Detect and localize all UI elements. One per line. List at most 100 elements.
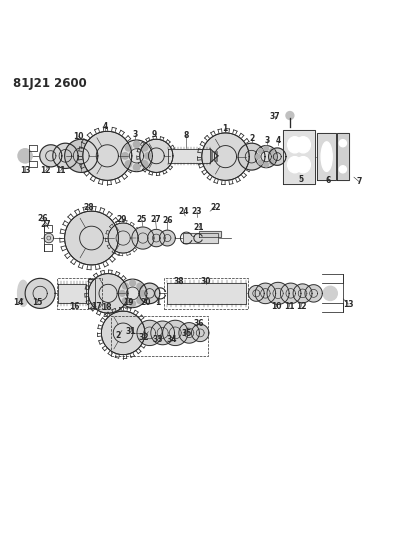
Circle shape: [118, 279, 147, 308]
Text: 2: 2: [249, 134, 255, 142]
Text: 5: 5: [298, 175, 304, 184]
Bar: [88, 279, 96, 308]
Circle shape: [64, 211, 118, 265]
Circle shape: [139, 138, 174, 174]
Bar: [199, 231, 221, 237]
Text: 23: 23: [192, 207, 202, 216]
Circle shape: [339, 140, 346, 147]
Bar: [111, 316, 208, 356]
Circle shape: [119, 290, 125, 296]
Circle shape: [238, 143, 265, 170]
Circle shape: [107, 222, 139, 254]
Ellipse shape: [18, 280, 29, 306]
Text: 8: 8: [183, 131, 189, 140]
Circle shape: [108, 223, 138, 253]
Text: 25: 25: [137, 215, 147, 224]
Text: 33: 33: [152, 335, 163, 344]
Circle shape: [101, 311, 145, 354]
Text: 11: 11: [284, 302, 295, 311]
Text: 24: 24: [179, 207, 189, 216]
Text: 9: 9: [152, 131, 157, 140]
Text: 26: 26: [162, 216, 173, 225]
Circle shape: [264, 146, 269, 151]
Text: 16: 16: [69, 302, 80, 311]
Circle shape: [151, 321, 174, 345]
Circle shape: [125, 161, 132, 167]
Circle shape: [137, 298, 143, 303]
Circle shape: [323, 286, 338, 301]
Text: 13: 13: [20, 166, 30, 175]
Circle shape: [270, 160, 274, 165]
Ellipse shape: [288, 157, 302, 173]
Text: 4: 4: [275, 136, 281, 146]
Circle shape: [139, 283, 160, 304]
Circle shape: [270, 149, 274, 153]
Circle shape: [202, 133, 249, 180]
Text: 13: 13: [343, 300, 354, 309]
Circle shape: [258, 160, 263, 165]
Text: 31: 31: [126, 327, 136, 336]
Circle shape: [83, 131, 132, 180]
Text: 1: 1: [155, 298, 160, 308]
Circle shape: [141, 161, 148, 167]
Text: 27: 27: [150, 215, 161, 223]
Text: 14: 14: [13, 298, 23, 308]
Circle shape: [269, 148, 286, 165]
Circle shape: [87, 272, 129, 314]
Circle shape: [122, 152, 128, 159]
Text: 32: 32: [139, 333, 149, 342]
Circle shape: [200, 131, 251, 182]
Circle shape: [179, 322, 199, 343]
Circle shape: [123, 298, 128, 303]
Text: 1: 1: [222, 125, 227, 133]
Text: 12: 12: [41, 166, 51, 175]
Circle shape: [258, 149, 263, 153]
Circle shape: [133, 141, 140, 148]
Circle shape: [286, 111, 294, 119]
Ellipse shape: [296, 137, 310, 153]
Circle shape: [123, 283, 128, 289]
Circle shape: [137, 283, 143, 289]
Circle shape: [272, 155, 277, 159]
Text: 4: 4: [102, 122, 107, 131]
Circle shape: [81, 130, 134, 182]
Bar: [58, 284, 86, 303]
Circle shape: [293, 284, 312, 303]
Circle shape: [121, 140, 152, 172]
Text: 21: 21: [194, 223, 204, 232]
Bar: [337, 133, 349, 180]
Text: 6: 6: [325, 176, 330, 185]
Text: 18: 18: [101, 303, 111, 312]
Text: 34: 34: [167, 335, 178, 344]
Circle shape: [264, 163, 269, 167]
Circle shape: [133, 164, 140, 171]
Circle shape: [305, 285, 322, 302]
Text: 28: 28: [83, 203, 94, 212]
Text: 3: 3: [133, 131, 138, 140]
Circle shape: [248, 286, 264, 301]
Circle shape: [339, 166, 346, 173]
Text: 22: 22: [211, 203, 221, 212]
Text: 26: 26: [37, 214, 48, 223]
Bar: [168, 149, 210, 163]
Circle shape: [145, 152, 151, 159]
Circle shape: [18, 149, 32, 163]
Circle shape: [255, 283, 276, 304]
Ellipse shape: [288, 137, 302, 153]
Ellipse shape: [321, 142, 332, 172]
Text: 38: 38: [174, 277, 185, 286]
Text: 36: 36: [194, 319, 204, 328]
Circle shape: [53, 143, 78, 168]
Circle shape: [267, 282, 289, 304]
Circle shape: [125, 144, 132, 151]
Bar: [167, 283, 246, 304]
Text: 27: 27: [40, 220, 51, 229]
Text: 10: 10: [271, 302, 281, 311]
Bar: [164, 278, 248, 309]
Bar: [317, 133, 336, 180]
Text: 19: 19: [123, 298, 134, 308]
Circle shape: [163, 320, 188, 345]
Text: 17: 17: [91, 302, 101, 311]
Circle shape: [141, 144, 148, 151]
Text: 15: 15: [32, 298, 42, 308]
